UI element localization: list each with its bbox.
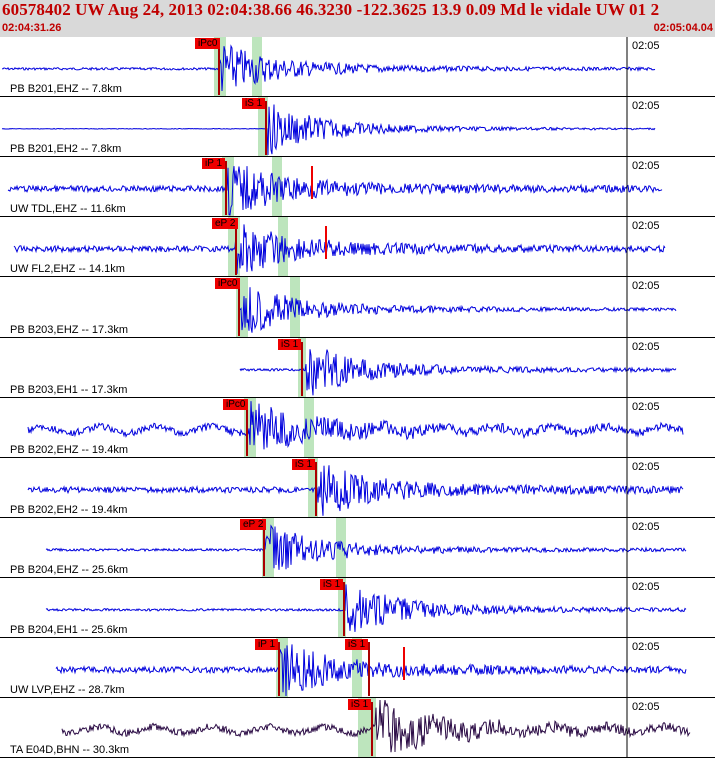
trace-canvas	[0, 458, 715, 518]
time-tick-label: 02:05	[632, 40, 660, 52]
event-title: 60578402 UW Aug 24, 2013 02:04:38.66 46.…	[2, 0, 660, 19]
pick-window-band	[308, 458, 318, 518]
trace-canvas	[0, 578, 715, 638]
station-label: UW TDL,EHZ -- 11.6km	[10, 203, 126, 215]
pick-flag[interactable]: iPc0	[195, 38, 221, 49]
time-tick-label: 02:05	[632, 220, 660, 232]
pick-window-band	[336, 518, 346, 578]
pick-window-band	[258, 97, 268, 157]
trace-canvas	[0, 518, 715, 578]
waveform-trace	[55, 644, 687, 697]
seismogram-panel[interactable]: iPc0 02:05 PB B201,EHZ -- 7.8km iS 1 02:05 PB…	[0, 37, 715, 758]
trace-canvas	[0, 277, 715, 338]
pick-window-band	[352, 638, 362, 698]
time-tick-label: 02:05	[632, 581, 660, 593]
event-header: 60578402 UW Aug 24, 2013 02:04:38.66 46.…	[0, 0, 715, 37]
waveform-trace	[239, 287, 677, 333]
time-tick-label: 02:05	[632, 461, 660, 473]
time-tick-label: 02:05	[632, 701, 660, 713]
time-tick-label: 02:05	[632, 280, 660, 292]
pick-flag[interactable]: iS 1	[242, 98, 266, 109]
trace-row[interactable]: iS 1 02:05 PB B203,EH1 -- 17.3km	[0, 338, 715, 398]
trace-row[interactable]: iPc0 02:05 PB B202,EHZ -- 19.4km	[0, 398, 715, 458]
waveform-trace	[239, 349, 677, 396]
trace-row[interactable]: iPc0 02:05 PB B203,EHZ -- 17.3km	[0, 277, 715, 338]
time-tick-label: 02:05	[632, 100, 660, 112]
pick-flag[interactable]: iS 1	[348, 699, 372, 710]
pick-flag[interactable]: iP 1	[202, 158, 226, 169]
station-label: PB B202,EHZ -- 19.4km	[10, 444, 128, 456]
pick-flag[interactable]: iPc0	[223, 399, 249, 410]
trace-row[interactable]: eP 2 02:05 UW FL2,EHZ -- 14.1km	[0, 217, 715, 277]
trace-row[interactable]: iS 1 02:05 PB B201,EH2 -- 7.8km	[0, 97, 715, 157]
pick-window-band	[272, 157, 282, 217]
waveform-trace	[7, 166, 663, 216]
pick-flag[interactable]: iP 1	[255, 639, 279, 650]
trace-row[interactable]: iS 1 02:05 PB B202,EH2 -- 19.4km	[0, 458, 715, 518]
pick-flag[interactable]: iS 1	[345, 639, 369, 650]
pick-window-band	[304, 398, 314, 458]
station-label: PB B201,EHZ -- 7.8km	[10, 83, 122, 95]
window-end-time: 02:05:04.04	[653, 22, 713, 34]
station-label: PB B203,EHZ -- 17.3km	[10, 324, 128, 336]
station-label: PB B204,EH1 -- 25.6km	[10, 624, 128, 636]
trace-row[interactable]: iPc0 02:05 PB B201,EHZ -- 7.8km	[0, 37, 715, 97]
trace-row[interactable]: iP 1 02:05 UW TDL,EHZ -- 11.6km	[0, 157, 715, 217]
pick-flag[interactable]: iS 1	[320, 579, 344, 590]
pick-flag[interactable]: iS 1	[292, 459, 316, 470]
station-label: PB B203,EH1 -- 17.3km	[10, 384, 128, 396]
window-start-time: 02:04:31.26	[2, 22, 62, 34]
station-label: PB B201,EH2 -- 7.8km	[10, 143, 122, 155]
trace-canvas	[0, 97, 715, 157]
trace-row[interactable]: iS 1 02:05 TA E04D,BHN -- 30.3km	[0, 698, 715, 758]
station-label: PB B202,EH2 -- 19.4km	[10, 504, 128, 516]
waveform-trace	[1, 104, 656, 156]
pick-flag[interactable]: iS 1	[278, 339, 302, 350]
pick-flag[interactable]: iPc0	[215, 278, 241, 289]
station-label: TA E04D,BHN -- 30.3km	[10, 744, 129, 756]
pick-window-band	[252, 37, 262, 97]
time-tick-label: 02:05	[632, 521, 660, 533]
waveform-trace	[45, 524, 687, 570]
trace-canvas	[0, 338, 715, 398]
time-tick-label: 02:05	[632, 160, 660, 172]
trace-row[interactable]: iS 1 02:05 PB B204,EH1 -- 25.6km	[0, 578, 715, 638]
trace-row[interactable]: iP 1 iS 1 02:05 UW LVP,EHZ -- 28.7km	[0, 638, 715, 698]
trace-canvas	[0, 398, 715, 458]
waveform-trace	[1, 44, 656, 92]
waveform-trace	[45, 584, 687, 632]
time-tick-label: 02:05	[632, 341, 660, 353]
pick-flag[interactable]: eP 2	[240, 519, 267, 530]
time-tick-label: 02:05	[632, 401, 660, 413]
station-label: PB B204,EHZ -- 25.6km	[10, 564, 128, 576]
trace-canvas	[0, 37, 715, 97]
trace-canvas	[0, 217, 715, 277]
waveform-trace	[27, 465, 684, 516]
trace-canvas	[0, 157, 715, 217]
trace-canvas	[0, 638, 715, 698]
pick-window-band	[338, 578, 346, 638]
waveform-trace	[27, 401, 684, 450]
waveform-trace	[61, 699, 691, 753]
station-label: UW FL2,EHZ -- 14.1km	[10, 263, 125, 275]
pick-flag[interactable]: eP 2	[212, 218, 239, 229]
pick-window-band	[290, 277, 300, 338]
waveform-trace	[13, 224, 666, 274]
trace-row[interactable]: eP 2 02:05 PB B204,EHZ -- 25.6km	[0, 518, 715, 578]
time-tick-label: 02:05	[632, 641, 660, 653]
station-label: UW LVP,EHZ -- 28.7km	[10, 684, 125, 696]
